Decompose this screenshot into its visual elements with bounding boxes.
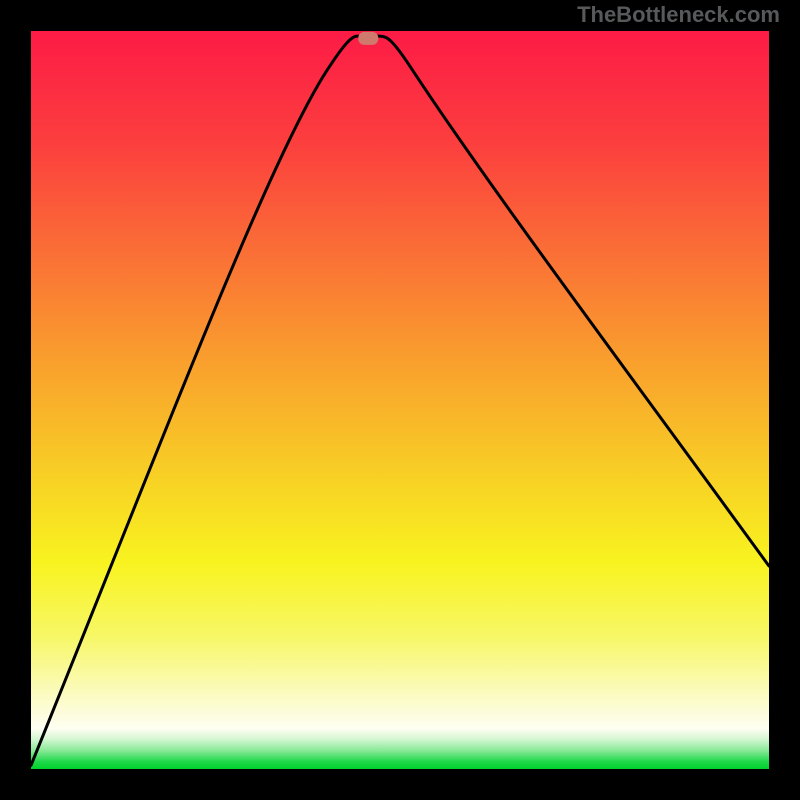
plot-svg bbox=[31, 31, 769, 769]
plot-area bbox=[31, 31, 769, 769]
optimal-point-marker bbox=[358, 32, 378, 45]
chart-container: TheBottleneck.com bbox=[0, 0, 800, 800]
gradient-background bbox=[31, 31, 769, 769]
watermark-text: TheBottleneck.com bbox=[577, 2, 780, 28]
